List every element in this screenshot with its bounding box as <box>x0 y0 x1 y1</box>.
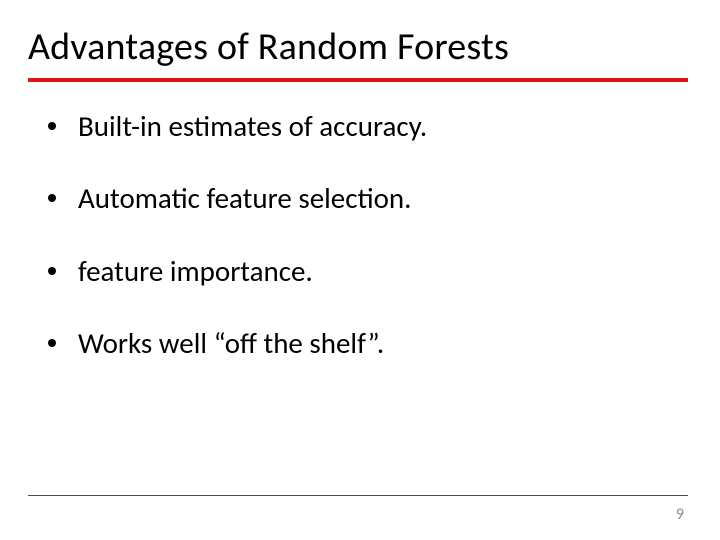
bullet-icon <box>48 267 56 275</box>
bullet-text: Automatic feature selection. <box>78 180 411 216</box>
slide: Advantages of Random Forests Built-in es… <box>0 0 720 540</box>
list-item: feature importance. <box>48 253 668 289</box>
bullet-icon <box>48 122 56 130</box>
bullet-icon <box>48 339 56 347</box>
slide-title: Advantages of Random Forests <box>28 24 509 70</box>
bullet-list: Built-in estimates of accuracy. Automati… <box>48 108 668 397</box>
bullet-icon <box>48 194 56 202</box>
title-underline <box>28 78 688 82</box>
footer-rule <box>28 495 688 496</box>
list-item: Automatic feature selection. <box>48 180 668 216</box>
page-number: 9 <box>676 505 684 524</box>
bullet-text: Works well “off the shelf”. <box>78 325 384 361</box>
list-item: Works well “off the shelf”. <box>48 325 668 361</box>
bullet-text: Built-in estimates of accuracy. <box>78 108 427 144</box>
bullet-text: feature importance. <box>78 253 313 289</box>
list-item: Built-in estimates of accuracy. <box>48 108 668 144</box>
